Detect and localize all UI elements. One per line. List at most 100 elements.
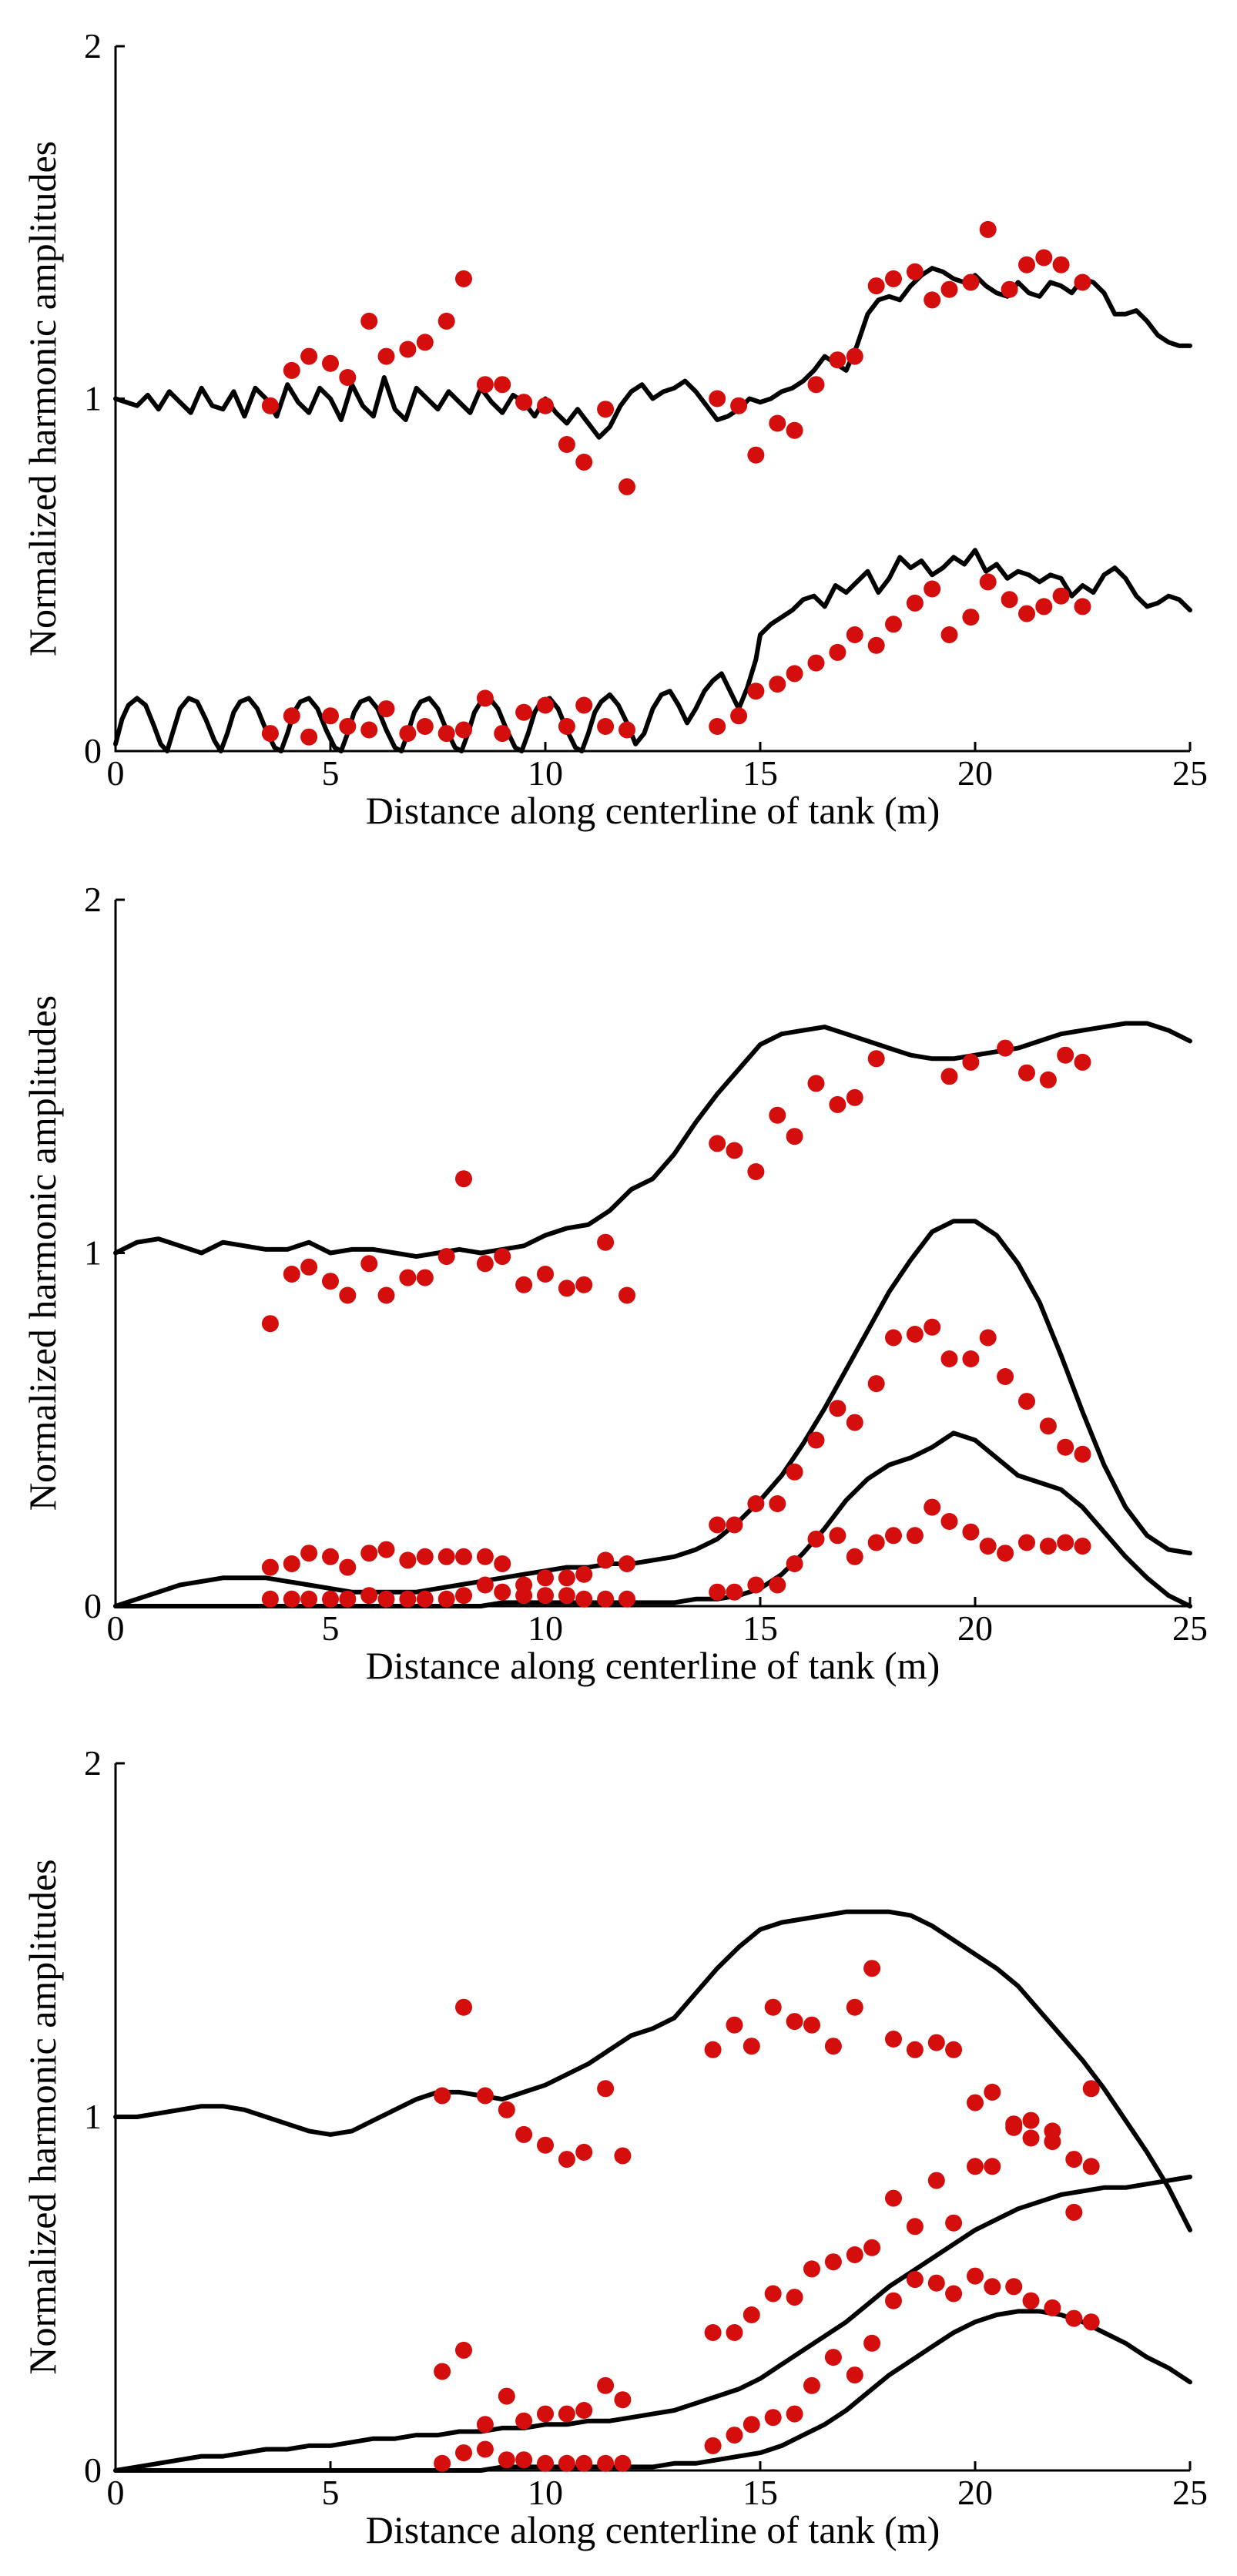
data-point (1057, 1046, 1074, 1064)
data-point (885, 615, 902, 633)
data-point (1052, 256, 1070, 273)
data-point (786, 1555, 803, 1572)
data-point (1018, 605, 1035, 622)
data-point (455, 2341, 472, 2359)
data-point (1005, 2278, 1023, 2296)
x-tick-label: 5 (322, 2473, 340, 2512)
data-point (1057, 1534, 1074, 1551)
data-point (997, 1368, 1014, 1385)
data-point (962, 273, 980, 291)
data-point (803, 2376, 820, 2394)
data-point (597, 1551, 615, 1569)
data-point (709, 718, 726, 735)
data-point (730, 707, 748, 725)
data-point (283, 1555, 300, 1572)
data-point (786, 2289, 803, 2306)
data-point (377, 1590, 395, 1608)
data-point (597, 1590, 615, 1608)
data-point (614, 2454, 632, 2472)
series-points-measured-1st-harmonic (434, 1960, 1100, 2168)
data-point (704, 2324, 722, 2341)
data-point (769, 414, 786, 432)
data-point (786, 2013, 803, 2031)
data-point (940, 1068, 958, 1085)
data-point (416, 1269, 434, 1286)
data-point (1065, 2203, 1083, 2221)
data-point (906, 263, 924, 280)
y-tick-label: 2 (84, 1743, 102, 1783)
data-point (494, 1555, 511, 1572)
data-point (537, 1587, 554, 1605)
data-point (979, 1538, 997, 1555)
data-point (829, 1095, 846, 1113)
data-point (867, 1375, 885, 1393)
data-point (515, 2125, 533, 2143)
data-point (597, 2080, 615, 2098)
data-point (786, 421, 803, 439)
data-point (962, 609, 980, 626)
y-axis-label: Normalized harmonic amplitudes (21, 141, 64, 656)
data-point (747, 1576, 765, 1594)
data-point (261, 1315, 279, 1333)
series-line-model-1st-harmonic (113, 1909, 1192, 2232)
y-tick-label: 1 (84, 379, 102, 418)
data-point (786, 1463, 803, 1481)
data-point (537, 2405, 554, 2423)
data-point (764, 1998, 782, 2016)
data-point (863, 1960, 881, 1977)
data-point (558, 436, 575, 453)
data-point (967, 2094, 984, 2111)
data-point (807, 654, 825, 672)
data-point (824, 2253, 842, 2271)
data-point (537, 1569, 554, 1587)
data-point (261, 1590, 279, 1608)
data-point (924, 1318, 941, 1336)
data-point (846, 1998, 863, 2016)
data-point (283, 707, 300, 725)
data-point (743, 2306, 760, 2323)
data-point (339, 369, 357, 386)
data-point (300, 1258, 318, 1276)
data-point (498, 2451, 515, 2469)
data-point (967, 2267, 984, 2285)
data-point (829, 351, 846, 369)
data-point (962, 1523, 980, 1541)
series-points-measured-3rd-harmonic (261, 1498, 1091, 1608)
y-tick-label: 1 (84, 1233, 102, 1273)
data-point (730, 397, 748, 414)
data-point (803, 2016, 820, 2034)
data-point (967, 2158, 984, 2175)
data-point (455, 1170, 472, 1188)
data-point (360, 1255, 378, 1273)
data-point (597, 1233, 615, 1251)
series-points-measured-3rd-harmonic (434, 2267, 1100, 2472)
data-point (575, 1590, 593, 1608)
data-point (476, 2416, 494, 2433)
data-point (824, 2038, 842, 2055)
data-point (618, 478, 635, 495)
x-tick-label: 10 (528, 753, 563, 793)
series-line-model-1st-harmonic (113, 1021, 1192, 1259)
data-point (1001, 280, 1018, 298)
data-point (940, 1350, 958, 1367)
x-tick-label: 0 (107, 1608, 125, 1648)
data-point (476, 2440, 494, 2458)
series-points-measured-1st-harmonic (261, 1039, 1091, 1333)
data-point (360, 1545, 378, 1562)
data-point (558, 2405, 575, 2423)
series-points-measured-2nd-harmonic (261, 573, 1091, 746)
data-point (709, 390, 726, 408)
x-tick-label: 25 (1172, 1608, 1208, 1648)
data-point (322, 1548, 339, 1565)
data-point (575, 1276, 593, 1293)
data-point (618, 1286, 635, 1304)
data-point (618, 721, 635, 739)
data-point (1082, 2313, 1100, 2331)
data-point (984, 2083, 1001, 2101)
data-point (437, 312, 455, 330)
data-point (399, 1551, 417, 1569)
data-point (416, 1548, 434, 1565)
data-point (726, 1142, 743, 1159)
x-axis-label: Distance along centerline of tank (m) (366, 1644, 940, 1687)
data-point (476, 2087, 494, 2105)
